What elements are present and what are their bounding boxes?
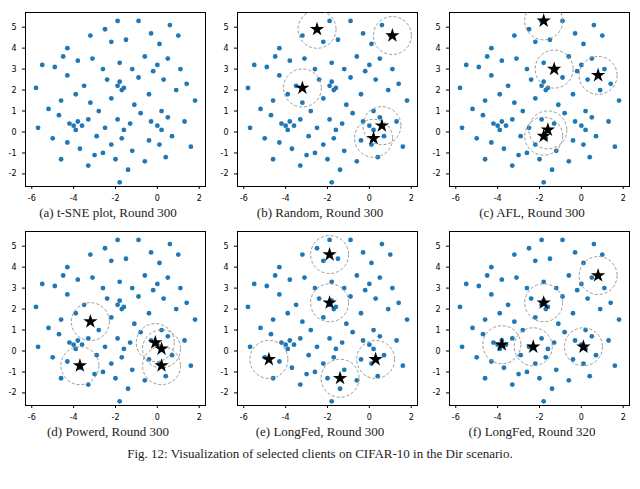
svg-text:1: 1 <box>223 107 228 116</box>
svg-text:3: 3 <box>435 65 440 74</box>
svg-text:2: 2 <box>435 305 440 314</box>
svg-text:0: 0 <box>11 347 16 356</box>
svg-text:-2: -2 <box>433 169 441 178</box>
svg-text:0: 0 <box>223 128 228 137</box>
svg-text:2: 2 <box>11 305 16 314</box>
svg-text:4: 4 <box>11 44 16 53</box>
svg-text:-1: -1 <box>9 368 17 377</box>
svg-text:-6: -6 <box>452 413 460 422</box>
svg-text:4: 4 <box>223 44 228 53</box>
svg-text:-4: -4 <box>494 413 502 422</box>
svg-text:-2: -2 <box>536 413 544 422</box>
svg-text:5: 5 <box>11 23 16 32</box>
svg-text:-2: -2 <box>433 388 441 397</box>
svg-text:4: 4 <box>435 44 440 53</box>
html-text:(f) LongFed, Round 320: (f) LongFed, Round 320 <box>468 424 596 439</box>
html-text:(c) AFL, Round 300: (c) AFL, Round 300 <box>479 205 585 220</box>
svg-text:2: 2 <box>409 413 414 422</box>
svg-text:0: 0 <box>11 128 16 137</box>
svg-text:2: 2 <box>223 305 228 314</box>
svg-text:1: 1 <box>11 107 16 116</box>
svg-text:1: 1 <box>435 107 440 116</box>
svg-text:-2: -2 <box>9 388 17 397</box>
svg-text:-2: -2 <box>324 194 332 203</box>
svg-text:2: 2 <box>11 86 16 95</box>
svg-text:-6: -6 <box>28 194 36 203</box>
svg-text:1: 1 <box>223 326 228 335</box>
svg-text:-4: -4 <box>494 194 502 203</box>
svg-text:3: 3 <box>223 284 228 293</box>
svg-text:-1: -1 <box>433 149 441 158</box>
svg-text:0: 0 <box>579 413 584 422</box>
svg-text:0: 0 <box>579 194 584 203</box>
svg-text:5: 5 <box>223 23 228 32</box>
svg-text:-1: -1 <box>221 149 229 158</box>
svg-text:-4: -4 <box>282 413 290 422</box>
html-text:(d) Powerd, Round 300: (d) Powerd, Round 300 <box>47 424 169 439</box>
svg-text:-6: -6 <box>240 194 248 203</box>
svg-text:-4: -4 <box>282 194 290 203</box>
svg-text:4: 4 <box>223 263 228 272</box>
html-text:Fig. 12: Visualization of sele: Fig. 12: Visualization of selected clien… <box>127 446 513 461</box>
svg-text:0: 0 <box>435 347 440 356</box>
svg-text:-4: -4 <box>70 413 78 422</box>
svg-text:5: 5 <box>435 23 440 32</box>
svg-text:-6: -6 <box>240 413 248 422</box>
svg-text:2: 2 <box>409 194 414 203</box>
svg-text:2: 2 <box>621 194 626 203</box>
html-text:(a) t-SNE plot, Round 300: (a) t-SNE plot, Round 300 <box>39 205 177 220</box>
svg-text:2: 2 <box>223 86 228 95</box>
html-text:(b) Random, Round 300: (b) Random, Round 300 <box>256 205 384 220</box>
svg-text:0: 0 <box>367 413 372 422</box>
svg-text:-2: -2 <box>324 413 332 422</box>
svg-text:5: 5 <box>435 242 440 251</box>
svg-text:-2: -2 <box>221 169 229 178</box>
svg-text:-4: -4 <box>70 194 78 203</box>
svg-text:0: 0 <box>155 413 160 422</box>
svg-text:2: 2 <box>197 413 202 422</box>
svg-text:-1: -1 <box>9 149 17 158</box>
svg-text:0: 0 <box>223 347 228 356</box>
svg-text:-2: -2 <box>536 194 544 203</box>
svg-text:2: 2 <box>197 194 202 203</box>
svg-text:3: 3 <box>11 65 16 74</box>
svg-text:0: 0 <box>435 128 440 137</box>
svg-text:-1: -1 <box>221 368 229 377</box>
svg-text:4: 4 <box>435 263 440 272</box>
svg-text:1: 1 <box>435 326 440 335</box>
svg-text:0: 0 <box>155 194 160 203</box>
svg-text:5: 5 <box>223 242 228 251</box>
svg-text:5: 5 <box>11 242 16 251</box>
svg-text:3: 3 <box>435 284 440 293</box>
svg-text:3: 3 <box>11 284 16 293</box>
svg-text:3: 3 <box>223 65 228 74</box>
svg-text:-2: -2 <box>9 169 17 178</box>
svg-text:-2: -2 <box>112 194 120 203</box>
svg-text:2: 2 <box>621 413 626 422</box>
svg-text:-1: -1 <box>433 368 441 377</box>
svg-text:4: 4 <box>11 263 16 272</box>
svg-text:1: 1 <box>11 326 16 335</box>
html-text:(e) LongFed, Round 300: (e) LongFed, Round 300 <box>255 424 385 439</box>
svg-text:-2: -2 <box>112 413 120 422</box>
svg-text:-6: -6 <box>28 413 36 422</box>
svg-text:-6: -6 <box>452 194 460 203</box>
svg-text:2: 2 <box>435 86 440 95</box>
svg-text:0: 0 <box>367 194 372 203</box>
svg-text:-2: -2 <box>221 388 229 397</box>
